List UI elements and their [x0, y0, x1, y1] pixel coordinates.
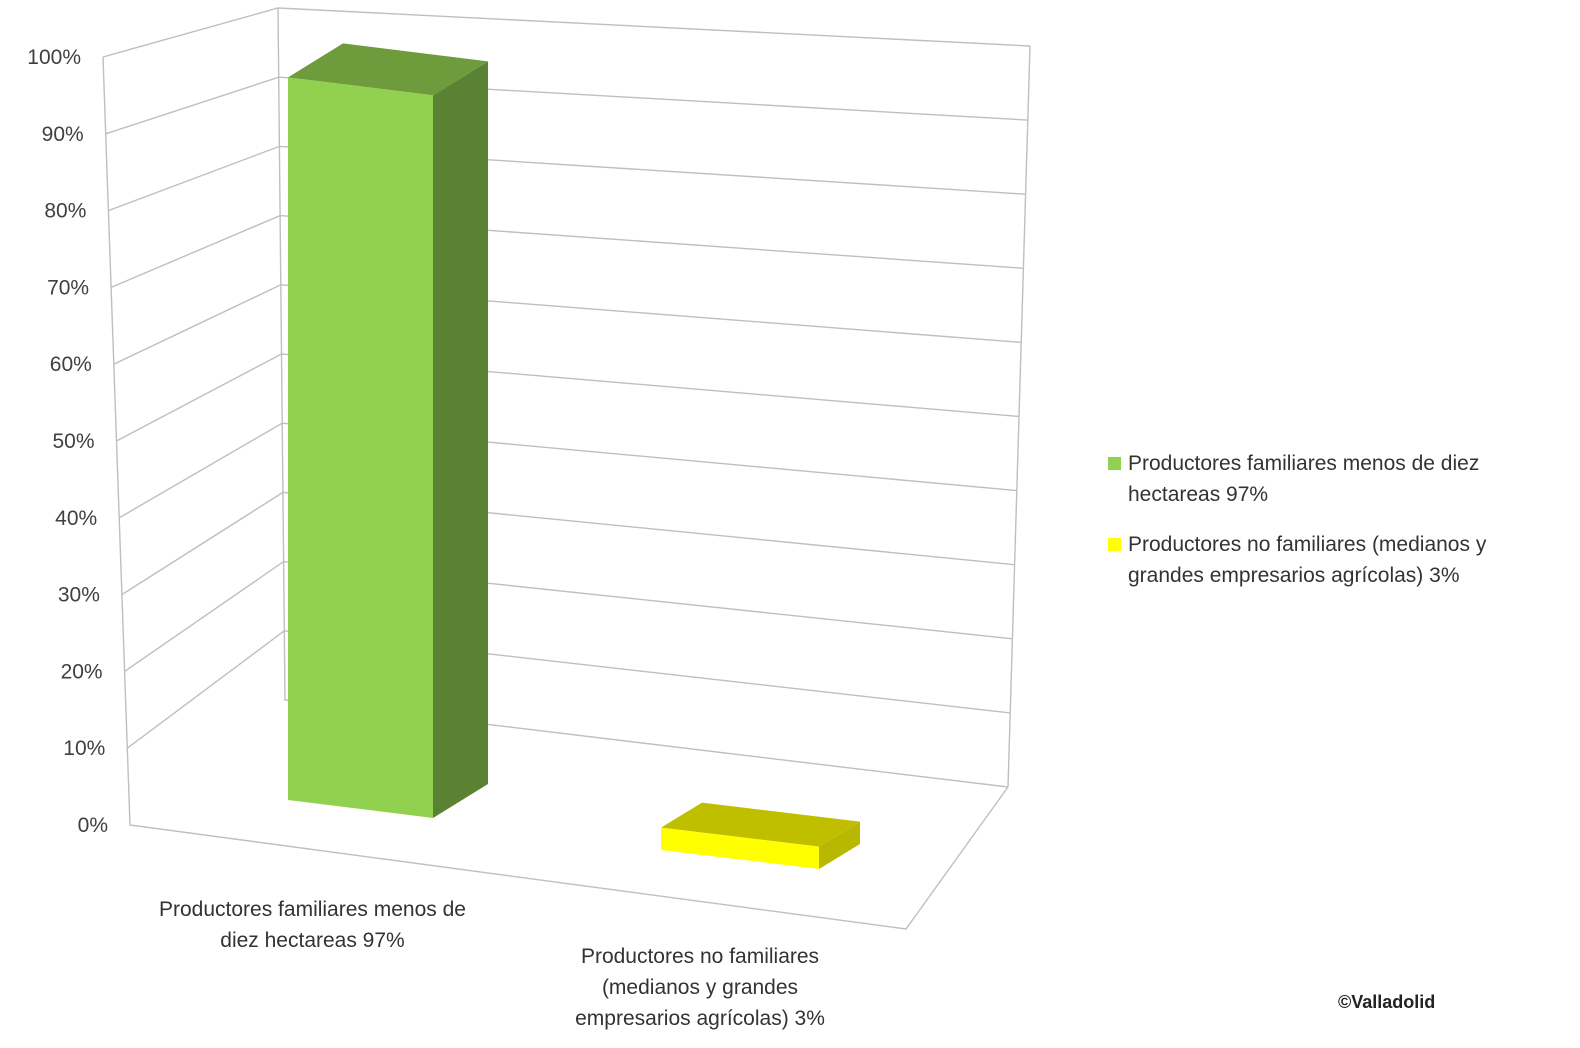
- gridline: [121, 491, 1015, 596]
- floor-outline: [102, 56, 1009, 930]
- y-tick-label: 100%: [27, 46, 81, 69]
- bar-1-top: [288, 43, 488, 96]
- gridline: [113, 284, 1022, 365]
- y-tick-label: 0%: [78, 814, 108, 837]
- y-tick-label: 70%: [47, 276, 89, 299]
- credit-text: ©Valladolid: [1338, 992, 1436, 1012]
- gridline: [110, 214, 1024, 289]
- bar-2-front: [661, 827, 819, 869]
- gridline: [108, 145, 1026, 212]
- y-tick-label: 90%: [42, 123, 84, 146]
- legend-item-2: Productores no familiares (medianos y gr…: [1108, 529, 1568, 591]
- y-tick-label: 80%: [44, 200, 86, 223]
- chart-walls: [102, 7, 1031, 930]
- bar-2-side: [819, 821, 860, 869]
- legend: Productores familiares menos de diez hec…: [1108, 448, 1568, 610]
- gridline: [118, 422, 1017, 519]
- gridline: [102, 7, 1031, 58]
- y-tick-label: 10%: [63, 737, 105, 760]
- bar-1-front: [288, 77, 433, 819]
- gridline: [105, 76, 1028, 135]
- gridline: [124, 560, 1013, 672]
- bars: [288, 43, 860, 869]
- x-tick-label-1: Productores familiares menos de diez hec…: [159, 898, 466, 952]
- y-axis-ticks: 0% 10% 20% 30% 40% 50% 60% 70% 80% 90% 100%: [27, 46, 108, 837]
- legend-swatch-1: [1108, 457, 1121, 470]
- legend-label-1: Productores familiares menos de diez hec…: [1128, 452, 1480, 506]
- bar-1-side: [433, 61, 488, 819]
- y-tick-label: 50%: [52, 430, 94, 453]
- gridline: [126, 630, 1011, 749]
- y-tick-label: 40%: [55, 507, 97, 530]
- y-tick-label: 30%: [58, 584, 100, 607]
- legend-label-2: Productores no familiares (medianos y gr…: [1128, 533, 1487, 587]
- gridlines: [102, 7, 1031, 749]
- gridline: [116, 353, 1020, 442]
- legend-swatch-2: [1108, 538, 1121, 551]
- legend-item-1: Productores familiares menos de diez hec…: [1108, 448, 1568, 510]
- y-tick-label: 60%: [50, 353, 92, 376]
- x-tick-label-2: Productores no familiares (medianos y gr…: [575, 945, 825, 1030]
- y-tick-label: 20%: [61, 660, 103, 683]
- back-wall-base: [277, 7, 1009, 788]
- bar-2-top: [661, 802, 860, 847]
